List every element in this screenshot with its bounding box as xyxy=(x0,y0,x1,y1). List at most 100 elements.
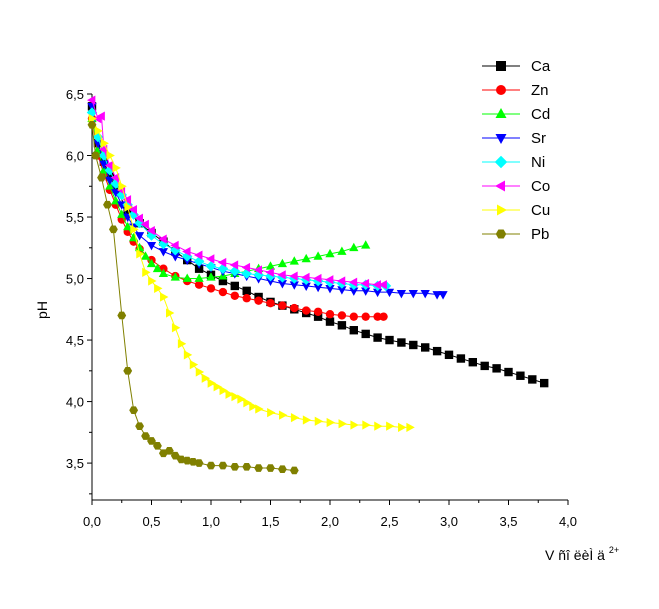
series-pb xyxy=(87,120,299,475)
marker-triangle-up xyxy=(152,263,163,273)
marker-triangle-down xyxy=(438,291,448,300)
x-tick-label: 0,5 xyxy=(142,514,160,529)
marker-triangle-right xyxy=(350,420,359,430)
y-tick-label: 3,5 xyxy=(66,456,84,471)
marker-circle xyxy=(496,85,506,95)
series-ni xyxy=(86,107,392,292)
marker-circle xyxy=(290,303,299,313)
marker-triangle-up xyxy=(313,251,323,260)
marker-square xyxy=(468,358,477,367)
marker-triangle-right xyxy=(106,150,115,161)
marker-triangle-right xyxy=(290,412,300,423)
marker-triangle-left xyxy=(265,267,274,278)
marker-triangle-down xyxy=(361,287,371,296)
marker-triangle-down xyxy=(420,289,430,299)
marker-triangle-right xyxy=(136,249,145,259)
series-line-cd xyxy=(91,118,366,279)
marker-triangle-left xyxy=(170,240,179,250)
marker-square xyxy=(504,367,513,377)
marker-triangle-down xyxy=(384,288,395,298)
marker-triangle-right xyxy=(207,378,217,388)
marker-hexagon xyxy=(206,461,216,470)
marker-triangle-up xyxy=(158,268,169,277)
marker-triangle-up xyxy=(325,248,335,258)
y-tick-label: 5,0 xyxy=(66,272,84,287)
x-axis-label-main: V xyxy=(545,547,555,563)
marker-square xyxy=(492,364,501,373)
marker-triangle-left xyxy=(372,280,381,290)
legend-label: Zn xyxy=(531,82,549,99)
marker-triangle-right xyxy=(497,204,507,216)
marker-hexagon xyxy=(266,464,275,472)
marker-circle xyxy=(230,291,239,300)
marker-triangle-right xyxy=(171,323,181,333)
legend-item-sr: Sr xyxy=(482,130,546,147)
marker-square xyxy=(540,378,549,388)
marker-triangle-right xyxy=(314,416,324,426)
series-cu xyxy=(88,113,415,433)
legend-label: Pb xyxy=(531,226,549,243)
marker-triangle-down xyxy=(134,232,145,241)
marker-triangle-right xyxy=(177,339,187,349)
series-co xyxy=(86,95,387,290)
legend-item-pb: Pb xyxy=(482,226,549,243)
marker-triangle-right xyxy=(326,417,336,428)
marker-hexagon xyxy=(97,173,106,182)
marker-triangle-up xyxy=(495,108,507,118)
marker-triangle-right xyxy=(88,113,98,124)
marker-hexagon xyxy=(117,311,127,320)
legend-label: Sr xyxy=(531,130,546,147)
series-line-ni xyxy=(91,112,386,287)
axes: 0,0 0,5 1,0 1,5 2,0 2,5 3,0 3,5 4,0 3,5 4,0 4,5 5,0 5… xyxy=(66,87,577,529)
marker-circle xyxy=(325,310,335,319)
marker-triangle-right xyxy=(118,181,127,191)
marker-square xyxy=(123,206,132,216)
x-axis-label: V ñî ëèÌ ä 2+ xyxy=(545,545,619,563)
marker-diamond xyxy=(494,155,508,169)
marker-triangle-right xyxy=(148,276,157,286)
y-tick-label: 4,5 xyxy=(66,333,84,348)
marker-triangle-left xyxy=(217,257,227,268)
series-cd xyxy=(87,113,371,282)
marker-triangle-right xyxy=(154,283,163,294)
legend-label: Cu xyxy=(531,202,550,219)
marker-triangle-up xyxy=(337,246,347,255)
marker-square xyxy=(444,350,454,360)
marker-triangle-down xyxy=(265,277,276,287)
marker-triangle-down xyxy=(170,253,180,262)
marker-square xyxy=(361,329,370,339)
x-tick-label: 1,0 xyxy=(202,514,220,529)
marker-triangle-right xyxy=(213,382,222,392)
marker-triangle-right xyxy=(160,292,169,302)
marker-triangle-down xyxy=(349,287,359,296)
marker-triangle-up xyxy=(194,273,204,282)
legend-label: Ni xyxy=(531,154,545,171)
legend-label: Ca xyxy=(531,58,551,75)
y-tick-label: 6,5 xyxy=(66,87,84,102)
marker-hexagon xyxy=(164,446,174,455)
marker-circle xyxy=(278,301,287,310)
marker-triangle-down xyxy=(325,285,335,294)
legend-label: Cd xyxy=(531,106,550,123)
marker-square xyxy=(496,61,506,71)
marker-triangle-up xyxy=(117,209,127,218)
marker-triangle-up xyxy=(361,240,371,249)
marker-triangle-right xyxy=(225,389,234,399)
x-tick-label: 4,0 xyxy=(559,514,577,529)
marker-triangle-left xyxy=(277,270,286,280)
marker-triangle-down xyxy=(158,248,169,257)
marker-triangle-left xyxy=(378,280,387,290)
marker-triangle-down xyxy=(87,102,97,112)
marker-circle xyxy=(379,312,388,321)
x-axis-label-superscript: 2+ xyxy=(609,545,619,555)
marker-hexagon xyxy=(123,366,133,375)
marker-triangle-right xyxy=(195,367,205,377)
marker-hexagon xyxy=(170,451,180,460)
marker-circle xyxy=(254,296,263,305)
marker-triangle-up xyxy=(349,242,359,252)
marker-triangle-right xyxy=(279,410,288,420)
marker-circle xyxy=(313,307,323,316)
marker-hexagon xyxy=(141,432,150,440)
marker-triangle-down xyxy=(105,176,115,186)
marker-circle xyxy=(337,311,347,320)
